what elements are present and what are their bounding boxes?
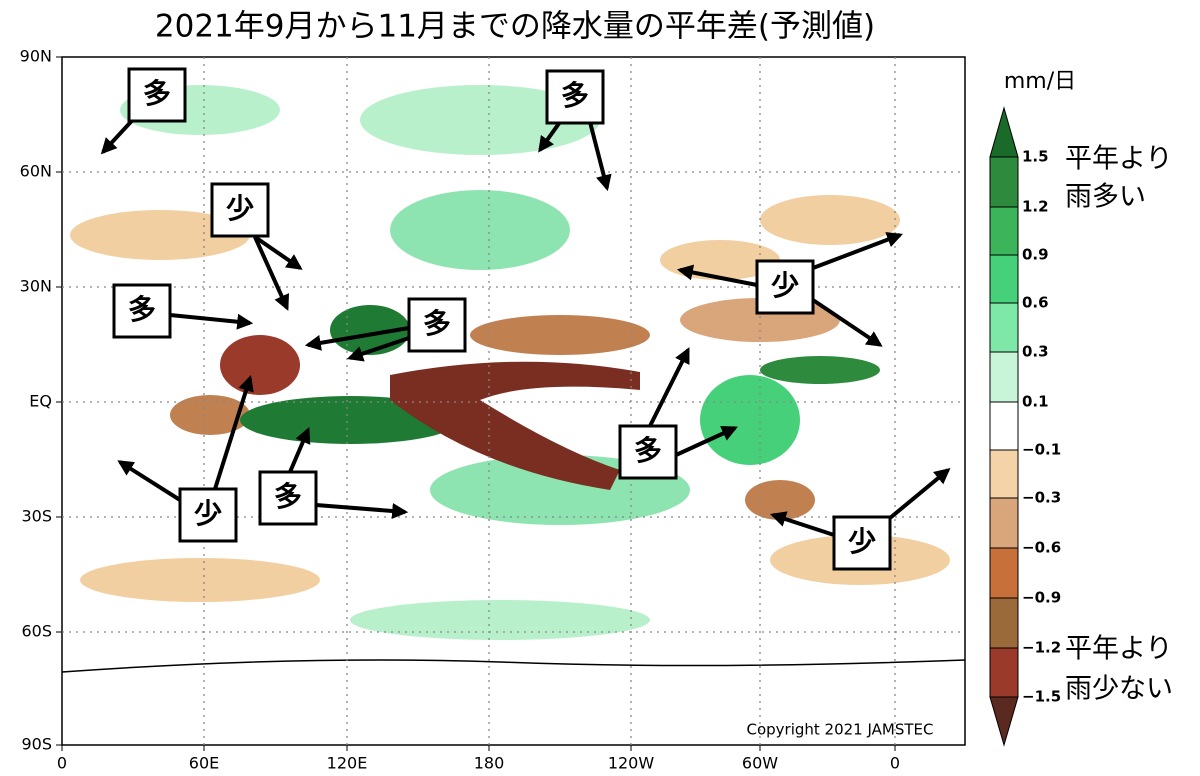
colorbar-swatch — [989, 449, 1019, 499]
colorbar-tick: 0.3 — [1022, 343, 1049, 361]
arrow — [288, 427, 311, 473]
annotation-box — [258, 470, 318, 526]
arrow — [588, 121, 612, 192]
arrow — [304, 326, 410, 351]
annotation-label: 多 — [128, 293, 156, 326]
colorbar-swatch — [989, 497, 1019, 549]
lat-label: 90N — [20, 47, 52, 66]
colorbar-swatch — [989, 547, 1019, 599]
lat-label: 30S — [21, 507, 52, 526]
lon-label: 180 — [474, 754, 505, 773]
arrow — [811, 298, 883, 347]
colorbar-swatch — [989, 254, 1019, 304]
arrow — [888, 467, 951, 520]
arrow — [315, 503, 409, 519]
arrow — [346, 336, 410, 362]
colorbar-tick: 0.9 — [1022, 246, 1049, 264]
colorbar-tick: −0.3 — [1022, 489, 1061, 507]
colorbar-tick: 0.6 — [1022, 294, 1049, 312]
annotation-box — [545, 69, 605, 125]
annotation-label: 多 — [423, 307, 451, 340]
lat-label: 30N — [20, 277, 52, 296]
annotation-box — [178, 487, 238, 543]
title: 2021年9月から11月までの降水量の平年差(予測値) — [155, 9, 875, 45]
colorbar-tick: −1.5 — [1022, 688, 1061, 706]
arrow — [213, 374, 254, 490]
lat-label: 60S — [21, 622, 52, 641]
colorbar-swatch — [989, 647, 1019, 698]
arrow — [769, 511, 835, 537]
lat-label: 60N — [20, 162, 52, 181]
annotation-box — [407, 297, 467, 353]
annotation-label: 少 — [226, 192, 254, 225]
arrow — [812, 232, 903, 270]
colorbar-tick: −0.9 — [1022, 589, 1061, 607]
colorbar-tick: −0.6 — [1022, 539, 1061, 557]
annotation-label: 少 — [771, 269, 799, 302]
arrow — [675, 426, 738, 457]
annotation-box — [112, 283, 172, 339]
lon-label: 0 — [57, 754, 67, 773]
colorbar-unit: mm/日 — [1004, 69, 1076, 94]
arrow — [117, 460, 182, 502]
colorbar-tick: 1.2 — [1022, 198, 1049, 216]
colorbar-cap — [989, 106, 1019, 158]
map-frame — [61, 56, 966, 746]
colorbar-swatch — [989, 156, 1019, 208]
annotation-label: 少 — [194, 497, 222, 530]
colorbar-swatch — [989, 351, 1019, 403]
copyright: Copyright 2021 JAMSTEC — [746, 721, 933, 739]
annotation-label: 多 — [143, 77, 171, 110]
lon-label: 60E — [189, 754, 219, 773]
top-label: 平年より — [1065, 144, 1172, 175]
bottom-label: 雨少ない — [1065, 674, 1173, 705]
arrow — [538, 120, 562, 153]
annotation-label: 少 — [848, 525, 876, 558]
lat-label: EQ — [29, 392, 52, 411]
arrow — [253, 236, 290, 311]
top-label: 雨多い — [1065, 182, 1146, 213]
annotation-label: 多 — [561, 79, 589, 112]
lon-label: 60W — [742, 754, 778, 773]
lat-label: 90S — [21, 735, 52, 754]
colorbar-tick: 0.1 — [1022, 393, 1049, 411]
colorbar-swatch — [989, 206, 1019, 256]
bottom-label: 平年より — [1065, 634, 1172, 665]
annotation-box — [755, 259, 815, 315]
colorbar-swatch — [989, 597, 1019, 649]
arrow — [676, 264, 758, 287]
annotation-box — [832, 515, 892, 571]
lon-label: 120W — [608, 754, 655, 773]
colorbar-swatch — [989, 401, 1019, 451]
arrow — [253, 235, 303, 270]
lon-label: 120E — [327, 754, 368, 773]
arrow — [169, 313, 254, 330]
colorbar-tick: 1.5 — [1022, 148, 1049, 166]
colorbar-tick: −0.1 — [1022, 441, 1061, 459]
colorbar-tick: −1.2 — [1022, 639, 1061, 657]
annotation-box — [618, 424, 678, 480]
annotation-label: 多 — [274, 480, 302, 513]
annotation-box — [210, 182, 270, 238]
colorbar-cap — [989, 696, 1019, 747]
antarctica-coast — [61, 659, 966, 673]
annotation-box — [127, 67, 187, 123]
colorbar-swatch — [989, 302, 1019, 353]
lon-label: 0 — [890, 754, 900, 773]
annotation-label: 多 — [634, 434, 662, 467]
arrow — [648, 347, 690, 427]
